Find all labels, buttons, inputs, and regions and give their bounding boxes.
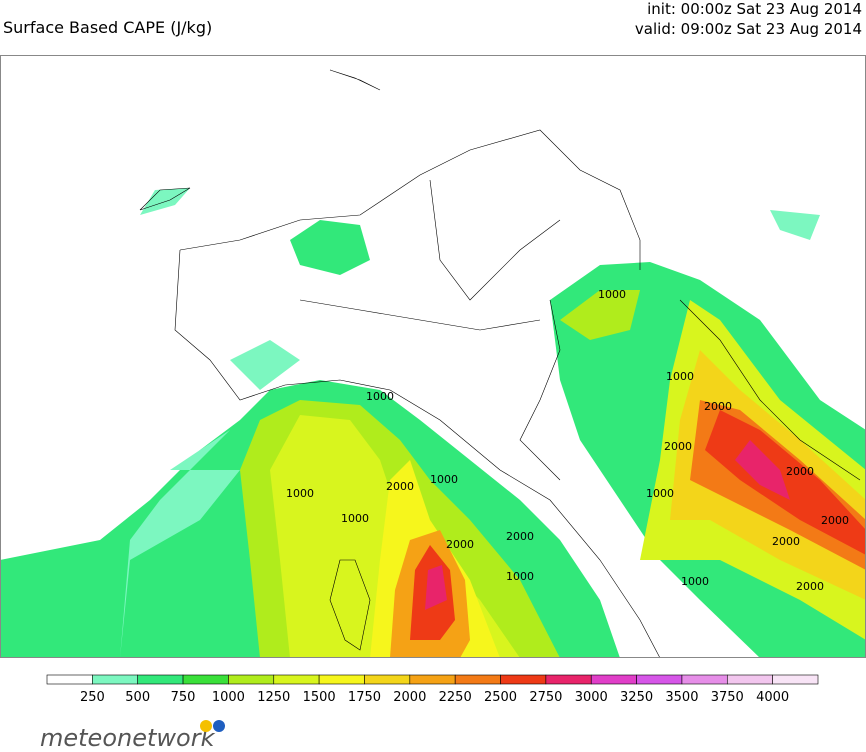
contour-label: 2000	[772, 535, 800, 548]
colorbar: 250 500 750 1000 1250 1500 1750 2000 2250 2500 275…	[46, 674, 819, 705]
colorbar-label: 2750	[529, 690, 562, 705]
colorbar-label: 3750	[711, 690, 744, 705]
logo-part: meteo	[40, 724, 117, 748]
contour-label: 1000	[366, 390, 394, 403]
colorbar-box	[409, 674, 456, 685]
contour-label: 1000	[341, 512, 369, 525]
logo-part: network	[117, 724, 216, 748]
logo-dot	[200, 720, 212, 732]
colorbar-box	[500, 674, 547, 685]
colorbar-box	[273, 674, 320, 685]
contour-label: 1000	[286, 487, 314, 500]
colorbar-box	[590, 674, 637, 685]
contour-label: 2000	[386, 480, 414, 493]
contour-label: 2000	[446, 538, 474, 551]
colorbar-label: 1250	[257, 690, 290, 705]
colorbar-label: 750	[171, 690, 196, 705]
colorbar-label: 2000	[393, 690, 426, 705]
coast	[329, 559, 371, 651]
valid-time: valid: 09:00z Sat 23 Aug 2014	[635, 20, 862, 38]
coast	[519, 299, 561, 481]
cape-field	[0, 188, 866, 658]
border	[429, 179, 561, 301]
contour-label: 2000	[821, 514, 849, 527]
colorbar-box	[681, 674, 728, 685]
colorbar-label: 2250	[439, 690, 472, 705]
cape-area	[120, 430, 240, 658]
colorbar-label: 250	[80, 690, 105, 705]
contour-label: 2000	[786, 465, 814, 478]
contour-label: 1000	[666, 370, 694, 383]
map: 1000 1000 1000 1000 1000 2000 2000 1000 2000 1000…	[0, 55, 866, 659]
colorbar-box	[92, 674, 139, 685]
colorbar-box	[545, 674, 592, 685]
coast	[679, 299, 861, 481]
colorbar-box	[726, 674, 773, 685]
colorbar-label: 1750	[348, 690, 381, 705]
cape-area	[735, 440, 790, 500]
contour-label: 2000	[506, 530, 534, 543]
title: Surface Based CAPE (J/kg)	[3, 18, 212, 37]
colorbar-box	[46, 674, 93, 685]
contour-labels: 1000 1000 1000 1000 1000 2000 2000 1000 2000 1000…	[286, 288, 849, 593]
colorbar-box	[182, 674, 229, 685]
cape-area	[425, 565, 447, 610]
logo: meteonetwork	[40, 724, 216, 748]
contour-label: 1000	[646, 487, 674, 500]
coast	[139, 187, 191, 211]
cape-area	[290, 220, 370, 275]
cape-area	[770, 210, 820, 240]
logo-dot	[213, 720, 225, 732]
border	[389, 389, 661, 659]
colorbar-box	[137, 674, 184, 685]
border	[179, 129, 641, 270]
colorbar-label: 2500	[484, 690, 517, 705]
contour-label: 1000	[681, 575, 709, 588]
contour-label: 1000	[430, 473, 458, 486]
init-time: init: 00:00z Sat 23 Aug 2014	[647, 0, 862, 18]
contour-label: 2000	[704, 400, 732, 413]
cape-area	[560, 290, 640, 340]
contour-label: 1000	[506, 570, 534, 583]
colorbar-box	[228, 674, 275, 685]
borders	[139, 69, 861, 659]
colorbar-box	[772, 674, 819, 685]
cape-area	[230, 340, 300, 390]
coast	[329, 69, 381, 91]
border	[299, 299, 541, 331]
colorbar-label: 1500	[303, 690, 336, 705]
colorbar-label: 3250	[620, 690, 653, 705]
colorbar-label: 500	[125, 690, 150, 705]
cape-area	[705, 410, 866, 555]
colorbar-label: 3000	[575, 690, 608, 705]
colorbar-box	[636, 674, 683, 685]
colorbar-box	[364, 674, 411, 685]
colorbar-box	[318, 674, 365, 685]
colorbar-label: 3500	[665, 690, 698, 705]
colorbar-box	[454, 674, 501, 685]
border	[174, 249, 391, 401]
contour-label: 2000	[796, 580, 824, 593]
colorbar-label: 1000	[212, 690, 245, 705]
contour-label: 1000	[598, 288, 626, 301]
colorbar-label: 4000	[756, 690, 789, 705]
contour-label: 2000	[664, 440, 692, 453]
